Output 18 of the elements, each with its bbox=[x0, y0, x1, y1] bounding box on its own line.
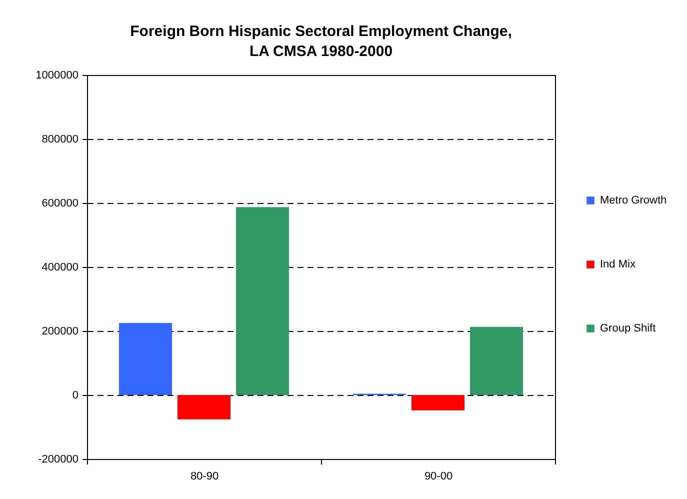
x-tick-label: 90-00 bbox=[424, 470, 453, 482]
y-tick-label: -200000 bbox=[38, 454, 78, 466]
y-tick-label: 0 bbox=[72, 390, 78, 402]
y-tick-label: 400000 bbox=[42, 262, 78, 274]
legend-label: Metro Growth bbox=[600, 194, 667, 206]
y-tick-label: 600000 bbox=[42, 198, 78, 210]
bar bbox=[119, 323, 172, 395]
legend-label: Group Shift bbox=[600, 322, 656, 334]
bar bbox=[178, 395, 230, 420]
chart-title: Foreign Born Hispanic Sectoral Employment Change, LA CMSA 1980-2000 bbox=[130, 23, 512, 60]
y-tick-label: 1000000 bbox=[36, 70, 78, 82]
x-tick-label: 80-90 bbox=[190, 470, 219, 482]
bar bbox=[470, 326, 523, 395]
y-tick-label: 800000 bbox=[42, 134, 78, 146]
legend-label: Ind Mix bbox=[600, 258, 636, 270]
bar bbox=[412, 395, 464, 410]
y-tick-label: 200000 bbox=[42, 326, 78, 338]
bar bbox=[236, 207, 289, 395]
